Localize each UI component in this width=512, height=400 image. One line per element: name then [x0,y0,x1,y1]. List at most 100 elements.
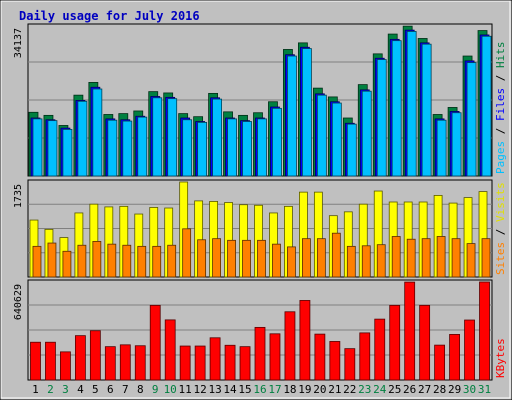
x-tick-label: 6 [107,383,114,396]
bar-pages-day-17 [272,107,282,177]
bar-sites-day-18 [287,246,296,278]
x-tick-label: 31 [478,383,491,396]
x-axis: 1 2 3 4 5 6 7 8 9 10 11 12 13 14 15 16 17 18 19 20 21 22 23 24 2… [32,383,491,396]
bar-sites-day-5 [92,241,102,278]
bar-kbytes-day-17 [269,333,281,381]
x-tick-label: 19 [298,383,311,396]
bar-sites-day-25 [391,236,401,278]
bar-sites-day-28 [436,236,446,278]
bar-pages-day-23 [361,90,372,177]
x-tick-label: 17 [268,383,281,396]
bar-kbytes-day-8 [134,345,146,381]
x-tick-label: 4 [77,383,84,396]
bar-kbytes-day-11 [179,345,191,381]
series-legend-part: Pages [494,141,507,174]
bar-pages-day-28 [436,119,447,177]
bar-pages-day-9 [152,97,163,177]
x-tick-label: 29 [448,383,461,396]
bar-pages-day-19 [301,48,312,177]
bar-pages-day-6 [107,119,118,177]
bar-sites-day-8 [137,245,147,278]
series-legend-part: Sites [494,242,507,275]
bar-pages-day-18 [287,55,297,177]
bar-pages-day-29 [451,112,462,177]
x-tick-label: 21 [328,383,341,396]
bar-pages-day-1 [32,118,43,177]
bar-sites-day-4 [77,244,87,278]
bar-sites-day-24 [376,244,386,278]
bar-pages-day-8 [137,116,148,177]
bar-kbytes-day-23 [359,332,371,381]
x-tick-label: 13 [208,383,221,396]
x-tick-label: 15 [238,383,251,396]
x-tick-label: 3 [62,383,69,396]
bar-pages-day-5 [92,88,103,177]
bar-pages-day-3 [62,129,73,177]
bar-pages-day-21 [331,102,342,177]
bar-sites-day-27 [421,238,431,278]
x-tick-label: 25 [388,383,401,396]
series-legend-part: Visits [494,182,507,222]
bar-sites-day-30 [466,243,476,278]
series-legend-part: / [494,68,507,88]
bar-kbytes-day-9 [149,304,161,381]
bar-pages-day-7 [122,120,133,177]
bar-kbytes-day-6 [104,346,116,381]
bar-sites-day-26 [406,238,416,278]
bar-kbytes-day-2 [45,341,56,381]
x-tick-label: 14 [223,383,237,396]
bar-sites-day-20 [316,238,326,278]
bar-kbytes-day-3 [60,351,71,381]
bar-sites-day-17 [272,243,281,278]
bar-sites-day-31 [481,238,491,278]
bar-pages-day-11 [182,119,193,177]
bar-kbytes-day-24 [374,318,386,381]
bar-kbytes-day-21 [329,341,341,381]
x-tick-label: 26 [403,383,416,396]
bar-kbytes-day-31 [479,281,490,381]
bar-pages-day-27 [421,43,432,177]
bar-pages-day-24 [376,59,387,177]
bar-sites-day-19 [301,238,311,278]
bar-sites-day-3 [62,250,72,278]
bar-pages-day-16 [257,118,267,177]
series-legend-label: Sites / Visits [494,182,507,275]
panel-hits_files_pages: 34137 Pages / Files / Hits [13,23,507,177]
x-tick-label: 1 [32,383,39,396]
bar-pages-day-15 [242,121,252,177]
bar-kbytes-day-13 [209,337,221,381]
bar-kbytes-day-27 [419,304,431,381]
series-legend-label: Pages / Files / Hits [494,42,507,175]
bar-kbytes-day-29 [449,334,460,381]
bar-pages-day-12 [197,121,208,177]
series-legend-part: / [494,222,507,242]
x-tick-label: 27 [418,383,431,396]
bar-kbytes-day-26 [404,281,416,381]
y-max-label: 640629 [13,284,24,320]
bar-kbytes-day-18 [284,311,296,381]
bar-sites-day-13 [212,238,222,278]
bar-sites-day-12 [197,239,207,278]
bar-kbytes-day-28 [434,344,446,381]
x-tick-label: 8 [137,383,144,396]
bar-pages-day-4 [77,100,88,177]
x-tick-label: 10 [164,383,177,396]
x-tick-label: 9 [152,383,159,396]
bar-kbytes-day-19 [299,300,311,381]
x-tick-label: 18 [283,383,296,396]
bar-sites-day-16 [257,239,266,278]
bar-pages-day-31 [481,35,492,177]
x-tick-label: 22 [343,383,356,396]
bar-pages-day-13 [212,98,223,177]
x-tick-label: 11 [179,383,192,396]
y-max-label: 1735 [13,184,24,208]
bar-kbytes-day-15 [239,346,251,381]
bar-sites-day-1 [32,245,42,278]
bar-kbytes-day-4 [74,335,86,381]
bar-sites-day-9 [152,245,162,278]
bar-pages-day-10 [167,98,178,177]
bar-sites-day-10 [167,244,177,278]
bar-sites-day-6 [107,243,117,278]
bar-kbytes-day-25 [389,304,401,381]
